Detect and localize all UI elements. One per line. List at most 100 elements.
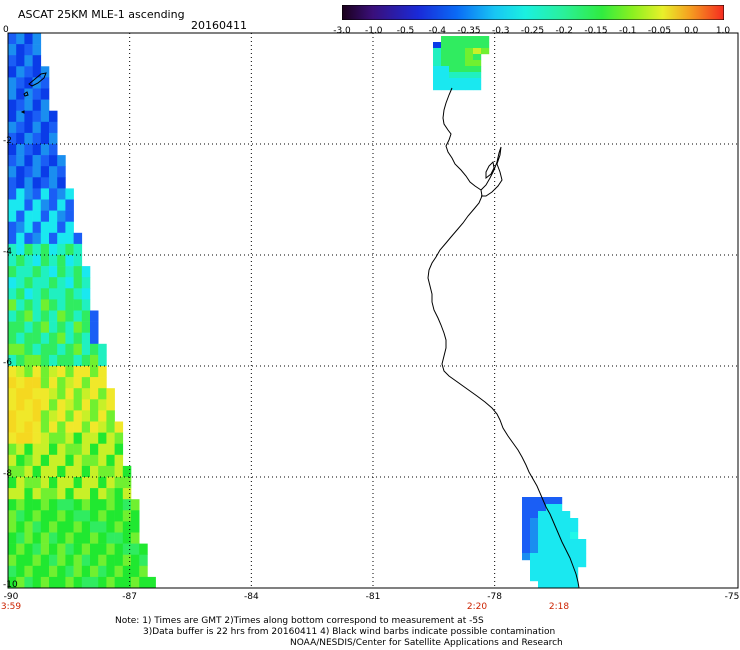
wind-cell — [90, 366, 99, 378]
wind-cell — [57, 421, 66, 433]
wind-cell — [40, 99, 50, 111]
wind-cell — [473, 72, 482, 79]
wind-cell — [578, 553, 587, 561]
wind-cell — [49, 132, 58, 145]
wind-cell — [32, 132, 42, 145]
wind-cell — [40, 144, 50, 156]
wind-cell — [562, 525, 571, 533]
wind-cell — [57, 454, 66, 467]
wind-cell — [24, 388, 33, 400]
wind-cell — [32, 554, 42, 567]
wind-cell — [570, 567, 579, 575]
wind-cell — [57, 477, 66, 489]
wind-cell — [90, 543, 99, 555]
wind-cell — [8, 132, 17, 145]
wind-cell — [57, 310, 66, 322]
colorbar-label: 1.0 — [715, 26, 731, 36]
wind-cell — [32, 33, 42, 45]
wind-cell — [16, 454, 25, 467]
wind-cell — [49, 477, 58, 489]
wind-cell — [98, 465, 107, 478]
wind-cell — [32, 565, 42, 578]
wind-cell — [24, 532, 33, 544]
wind-cell — [73, 288, 83, 300]
wind-cell — [24, 77, 33, 89]
wind-cell — [65, 255, 74, 267]
wind-cell — [441, 78, 450, 85]
wind-cell — [139, 554, 148, 567]
wind-cell — [131, 521, 140, 533]
wind-cell — [16, 55, 25, 67]
wind-cell — [81, 299, 91, 311]
wind-cell — [32, 221, 42, 234]
wind-cell — [114, 543, 124, 555]
wind-cell — [73, 443, 83, 456]
wind-cell — [73, 299, 83, 311]
wind-cell — [16, 377, 25, 389]
wind-cell — [562, 560, 571, 568]
wind-cell — [32, 576, 42, 589]
wind-cell — [114, 521, 124, 533]
wind-cell — [16, 110, 25, 123]
wind-cell — [81, 321, 91, 333]
wind-cell — [465, 42, 474, 49]
wind-cell — [65, 576, 74, 589]
wind-cell — [57, 432, 66, 444]
latitude-label: -8 — [3, 469, 12, 479]
wind-cell — [49, 288, 58, 300]
wind-cell — [65, 366, 74, 378]
wind-cell — [131, 532, 140, 544]
wind-cell — [98, 399, 107, 411]
wind-cell — [522, 518, 531, 526]
wind-cell — [24, 121, 33, 134]
wind-cell — [522, 532, 531, 540]
wind-cell — [16, 66, 25, 78]
wind-cell — [473, 48, 482, 55]
wind-cell — [57, 288, 66, 300]
wind-cell — [32, 543, 42, 555]
wind-cell — [65, 510, 74, 522]
wind-cell — [90, 554, 99, 567]
wind-cell — [530, 525, 539, 533]
wind-cell — [65, 543, 74, 555]
wind-cell — [24, 155, 33, 167]
wind-cell — [57, 488, 66, 500]
wind-cell — [570, 518, 579, 526]
longitude-label: -87 — [122, 592, 138, 602]
wind-cell — [40, 399, 50, 411]
wind-cell — [90, 354, 99, 367]
wind-cell — [81, 410, 91, 422]
wind-cell — [73, 255, 83, 267]
wind-cell — [16, 255, 25, 267]
wind-cell — [73, 465, 83, 478]
wind-cell — [73, 510, 83, 522]
wind-cell — [16, 510, 25, 522]
wind-cell — [32, 243, 42, 256]
wind-cell — [57, 554, 66, 567]
wind-cell — [49, 299, 58, 311]
wind-cell — [114, 554, 124, 567]
map-date: 20160411 — [191, 19, 247, 32]
wind-cell — [8, 421, 17, 433]
wind-cell — [465, 78, 474, 85]
wind-cell — [32, 432, 42, 444]
wind-cell — [16, 565, 25, 578]
wind-cell — [131, 576, 140, 589]
wind-cell — [24, 343, 33, 356]
wind-cell — [98, 343, 107, 356]
wind-cell — [81, 532, 91, 544]
wind-cell — [73, 421, 83, 433]
colorbar-gradient — [342, 5, 724, 20]
wind-cell — [81, 288, 91, 300]
colorbar-label: -0.3 — [491, 26, 510, 36]
wind-cell — [570, 532, 579, 540]
wind-cell — [57, 321, 66, 333]
wind-cell — [8, 99, 17, 111]
wind-cell — [8, 499, 17, 511]
wind-cell — [457, 60, 466, 67]
wind-cell — [49, 188, 58, 200]
map-grid — [8, 33, 738, 588]
wind-cell — [57, 232, 66, 245]
wind-cell — [81, 576, 91, 589]
wind-cell — [98, 454, 107, 467]
